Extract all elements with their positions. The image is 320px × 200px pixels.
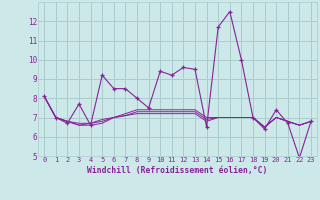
X-axis label: Windchill (Refroidissement éolien,°C): Windchill (Refroidissement éolien,°C) (87, 166, 268, 175)
